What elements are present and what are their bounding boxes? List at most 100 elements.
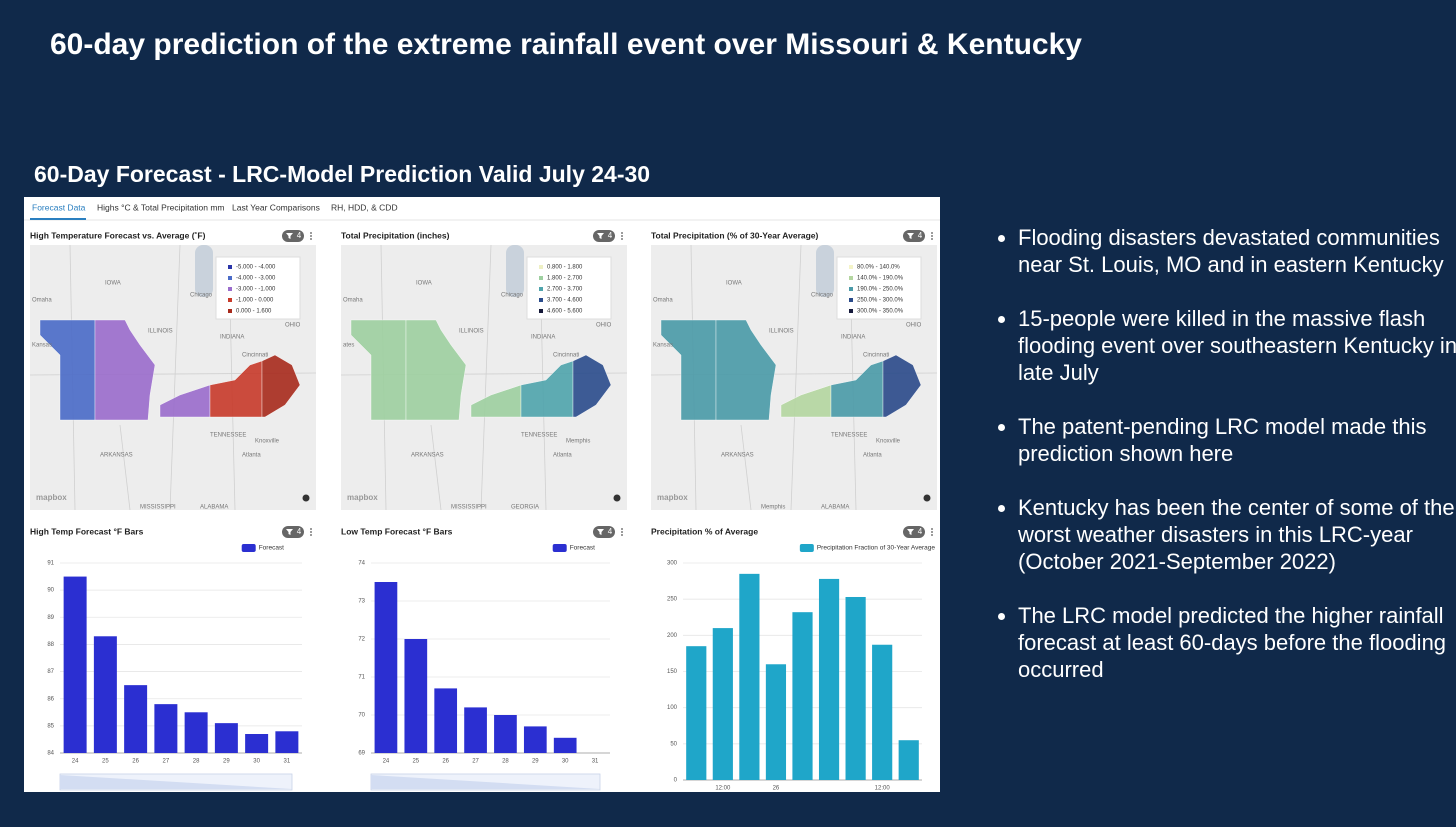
map-label: Cincinnati	[242, 353, 268, 359]
map-label: Knoxville	[255, 439, 280, 445]
bar	[494, 715, 517, 753]
lake	[506, 245, 524, 297]
legend-label: -1.000 - 0.000	[236, 298, 274, 304]
map-label: MISSISSIPPI	[451, 505, 487, 511]
x-tick-label: 27	[472, 759, 479, 765]
y-tick-label: 0	[674, 778, 678, 784]
menu-dot	[621, 238, 623, 240]
filter-icon	[597, 529, 604, 535]
x-tick-label: 24	[72, 759, 79, 765]
y-tick-label: 150	[667, 669, 678, 675]
legend-label: 190.0% - 250.0%	[857, 287, 904, 293]
badge-count: 4	[297, 231, 302, 240]
legend-label: 0.800 - 1.800	[547, 265, 583, 271]
y-tick-label: 73	[358, 599, 365, 605]
bar	[712, 628, 733, 780]
region-fill	[882, 354, 922, 418]
tab[interactable]: RH, HDD, & CDD	[331, 202, 398, 212]
legend-swatch	[539, 298, 543, 302]
bar	[404, 639, 428, 753]
legend-label: 4.600 - 5.600	[547, 309, 583, 315]
legend-swatch	[539, 309, 543, 313]
filter-icon	[597, 233, 604, 239]
bar	[214, 723, 238, 753]
y-tick-label: 250	[667, 597, 678, 603]
map-label: ALABAMA	[200, 505, 228, 511]
legend-label: Forecast	[570, 545, 595, 552]
legend-swatch	[849, 309, 853, 313]
slide-subtitle: 60-Day Forecast - LRC-Model Prediction V…	[34, 161, 650, 187]
menu-dot	[931, 534, 933, 536]
filter-icon	[907, 233, 914, 239]
bar	[898, 740, 919, 780]
bar	[765, 664, 787, 780]
bar	[124, 685, 148, 753]
region-fill	[261, 354, 301, 418]
map-label: IOWA	[416, 281, 432, 287]
y-tick-label: 74	[358, 561, 365, 567]
map-label: Chicago	[501, 293, 524, 299]
y-tick-label: 91	[47, 561, 54, 567]
legend-swatch	[228, 265, 232, 269]
legend-swatch	[539, 287, 543, 291]
y-tick-label: 89	[47, 615, 54, 621]
legend-swatch	[228, 309, 232, 313]
filter-icon	[286, 529, 293, 535]
legend-label: 250.0% - 300.0%	[857, 298, 904, 304]
bar	[464, 707, 487, 753]
x-tick-label: 29	[223, 759, 230, 765]
menu-dot	[621, 534, 623, 536]
y-tick-label: 50	[670, 741, 677, 747]
x-tick-label: 24	[383, 759, 390, 765]
menu-dot	[621, 235, 623, 237]
menu-dot	[931, 238, 933, 240]
info-icon	[923, 494, 931, 502]
map-logo: mapbox	[657, 493, 688, 502]
tab[interactable]: Highs °C & Total Precipitation mm	[97, 202, 224, 212]
bullet-list: Flooding disasters devastated communitie…	[990, 224, 1456, 710]
map-label: INDIANA	[531, 335, 555, 341]
legend-swatch	[228, 287, 232, 291]
x-tick-label: 28	[502, 759, 509, 765]
map-label: Cincinnati	[863, 353, 889, 359]
tab[interactable]: Forecast Data	[32, 202, 86, 212]
y-tick-label: 84	[47, 751, 54, 757]
menu-dot	[310, 235, 312, 237]
map-label: ARKANSAS	[100, 453, 133, 459]
tab[interactable]: Last Year Comparisons	[232, 202, 320, 212]
x-tick-label: 30	[253, 759, 260, 765]
legend-swatch	[849, 298, 853, 302]
badge-count: 4	[608, 527, 613, 536]
menu-dot	[310, 531, 312, 533]
chart-title: Precipitation % of Average	[651, 526, 758, 536]
legend-swatch	[849, 276, 853, 280]
y-tick-label: 72	[358, 637, 365, 643]
y-tick-label: 71	[358, 675, 365, 681]
map-label: IOWA	[105, 281, 121, 287]
region-fill	[405, 319, 467, 421]
slide-title: 60-day prediction of the extreme rainfal…	[50, 28, 1082, 61]
legend-label: 0.000 - 1.600	[236, 309, 272, 315]
x-tick-label: 28	[193, 759, 200, 765]
map-label: Chicago	[811, 293, 834, 299]
menu-dot	[621, 528, 623, 530]
map-label: ILLINOIS	[148, 329, 173, 335]
map-label: INDIANA	[220, 335, 244, 341]
map-logo: mapbox	[347, 493, 378, 502]
map-label: OHIO	[285, 323, 301, 329]
bullet-item: 15-people were killed in the massive fla…	[1018, 305, 1456, 386]
info-icon	[613, 494, 621, 502]
legend-label: 300.0% - 350.0%	[857, 309, 904, 315]
map-title: Total Precipitation (inches)	[341, 230, 450, 240]
badge-count: 4	[608, 231, 613, 240]
legend-swatch	[228, 276, 232, 280]
state-border	[119, 424, 131, 511]
map-label: ILLINOIS	[769, 329, 794, 335]
region-fill	[715, 319, 777, 421]
x-tick-label: 25	[412, 759, 419, 765]
legend-swatch	[849, 287, 853, 291]
legend-label: Forecast	[259, 545, 284, 552]
map-label: GEORGIA	[511, 505, 539, 511]
y-tick-label: 200	[667, 633, 678, 639]
x-tick-label: 26	[773, 786, 780, 792]
